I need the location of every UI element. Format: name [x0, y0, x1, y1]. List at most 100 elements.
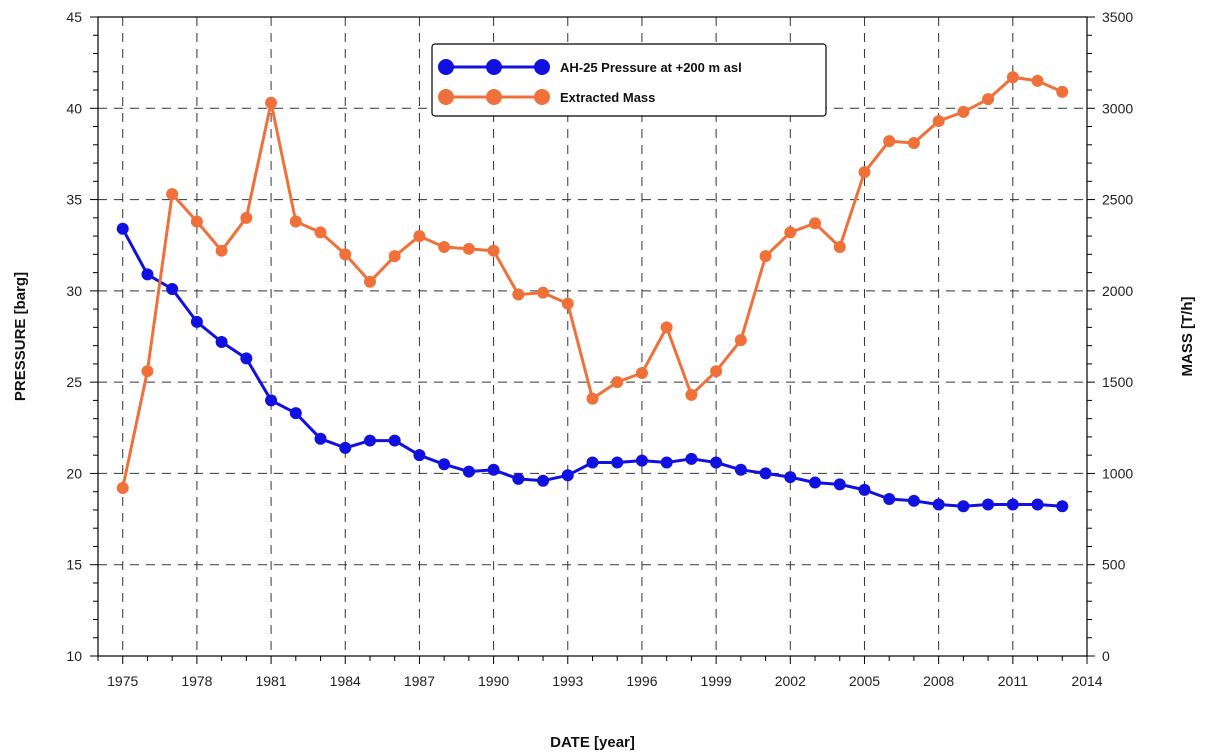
y-tick-label: 35 [66, 192, 82, 208]
series-1-point [314, 226, 327, 239]
series-0-point [784, 471, 797, 484]
series-0-point [1006, 498, 1019, 511]
series-0-point [190, 315, 203, 328]
series-0-point [438, 458, 451, 471]
series-1-point [363, 275, 376, 288]
legend-marker [438, 59, 454, 75]
series-0-point [363, 434, 376, 447]
y2-tick-label: 3000 [1102, 100, 1133, 116]
series-0-point [883, 492, 896, 505]
series-1-point [685, 388, 698, 401]
series-1-point [586, 392, 599, 405]
series-1-point [339, 248, 352, 261]
series-1-point [660, 321, 673, 334]
x-tick-label: 2011 [998, 673, 1028, 689]
y2-axis-ticks: 0 500 1000 1500 2000 2500 3000 3500 [1087, 9, 1133, 664]
y2-tick-label: 1000 [1102, 465, 1133, 481]
x-tick-label: 2005 [849, 673, 880, 689]
series-0-point [833, 478, 846, 491]
x-tick-label: 1978 [181, 673, 212, 689]
series-0-point [611, 456, 624, 469]
y-tick-label: 45 [66, 9, 82, 25]
series [116, 71, 1069, 513]
series-1-point [413, 230, 426, 243]
series-0-point [685, 452, 698, 465]
series-0-point [635, 454, 648, 467]
series-1-point [240, 211, 253, 224]
series-0-point [487, 463, 500, 476]
y-tick-label: 15 [66, 557, 82, 573]
series-1-point [907, 136, 920, 149]
series-0-point [116, 222, 129, 235]
series-0-point [759, 467, 772, 480]
series-1-point [611, 376, 624, 389]
y2-tick-label: 2500 [1102, 192, 1133, 208]
series-1-point [1031, 74, 1044, 87]
series-1-point [982, 93, 995, 106]
x-tick-label: 1996 [626, 673, 657, 689]
legend-label: Extracted Mass [560, 90, 655, 105]
series-0-point [660, 456, 673, 469]
series-1-point [932, 115, 945, 128]
series-0-point [858, 483, 871, 496]
y2-tick-label: 1500 [1102, 374, 1133, 390]
legend-label: AH-25 Pressure at +200 m asl [560, 60, 742, 75]
legend-marker [438, 89, 454, 105]
y2-tick-label: 0 [1102, 648, 1110, 664]
series-0-point [907, 494, 920, 507]
series-0 [116, 222, 1069, 513]
x-tick-label: 1984 [330, 673, 361, 689]
series-0-point [215, 335, 228, 348]
series-1-point [1006, 71, 1019, 84]
series-1-point [759, 250, 772, 263]
series-1-point [784, 226, 797, 239]
legend: AH-25 Pressure at +200 m asl Extracted Ma… [431, 43, 827, 117]
series-1-point [388, 250, 401, 263]
x-tick-label: 1981 [255, 673, 286, 689]
series-line-1 [121, 75, 1063, 489]
series-0-point [982, 498, 995, 511]
x-tick-label: 1999 [701, 673, 732, 689]
series-0-point [462, 465, 475, 478]
series-1-point [512, 288, 525, 301]
series-1-point [462, 242, 475, 255]
series-1-point [537, 286, 550, 299]
series-0-point [265, 394, 278, 407]
series-0-point [1056, 500, 1069, 513]
series-1-point [957, 105, 970, 118]
series-0-point [339, 441, 352, 454]
y-tick-label: 10 [66, 648, 82, 664]
series-1-point [190, 215, 203, 228]
x-axis-label: DATE [year] [550, 734, 635, 751]
series-1-point [215, 244, 228, 257]
series-0-point [413, 449, 426, 462]
y2-tick-label: 3500 [1102, 9, 1133, 25]
series-0-point [957, 500, 970, 513]
legend-marker [486, 89, 502, 105]
legend-box [431, 43, 827, 117]
y-tick-label: 30 [66, 283, 82, 299]
series-1-point [809, 217, 822, 230]
series-1-point [833, 241, 846, 254]
series-1-point [166, 188, 179, 201]
series-1-point [289, 215, 302, 228]
series-1-point [883, 135, 896, 148]
series-1-point [635, 367, 648, 380]
y-axis-label: PRESSURE [barg] [12, 272, 29, 401]
series-0-point [734, 463, 747, 476]
y-tick-label: 20 [66, 465, 82, 481]
series-1-point [487, 244, 500, 257]
series-0-point [512, 472, 525, 485]
x-tick-label: 1987 [404, 673, 435, 689]
series-1-point [1056, 85, 1069, 98]
y-tick-label: 40 [66, 100, 82, 116]
series-0-point [561, 469, 574, 482]
series-0-point [314, 432, 327, 445]
series-1-point [561, 297, 574, 310]
legend-marker [534, 89, 550, 105]
series-0-point [289, 407, 302, 420]
legend-entry-1: Extracted Mass [438, 89, 655, 105]
x-tick-label: 1990 [478, 673, 509, 689]
series-1-point [734, 334, 747, 347]
x-tick-label: 2002 [775, 673, 806, 689]
